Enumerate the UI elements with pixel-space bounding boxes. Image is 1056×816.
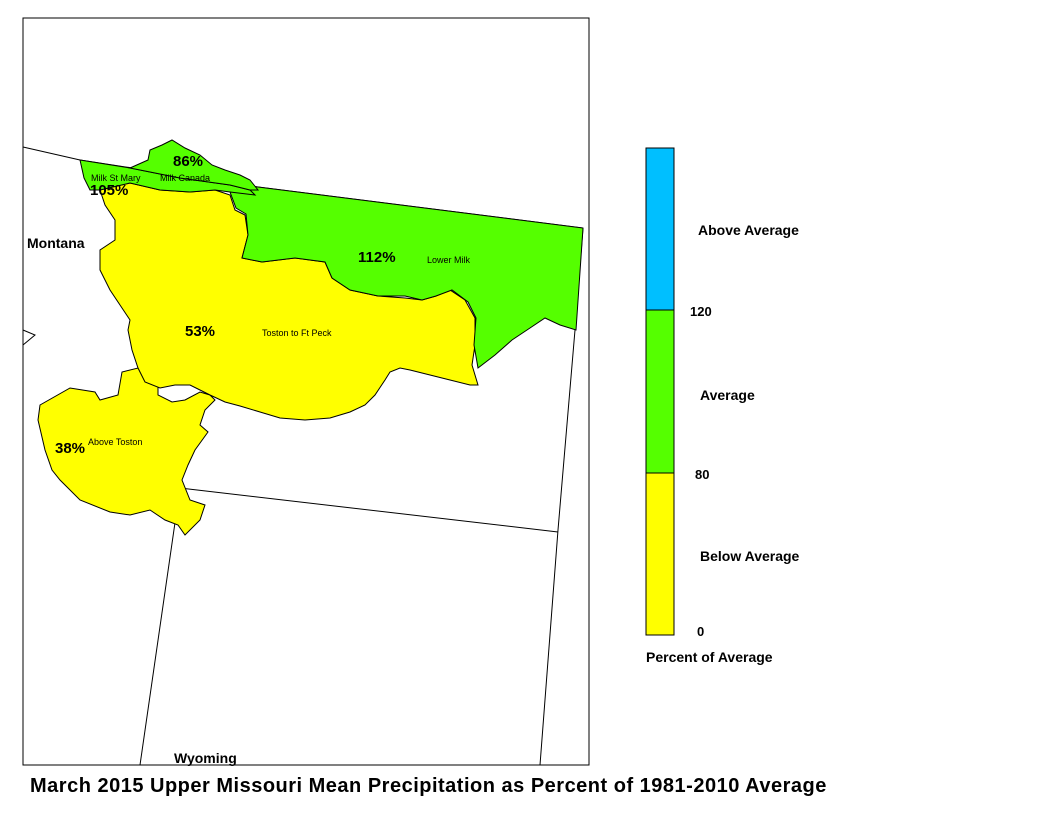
name-above-toston: Above Toston — [88, 437, 142, 447]
pct-milk-st-mary: 105% — [90, 182, 128, 199]
legend-swatch-average — [645, 309, 675, 474]
name-milk-st-mary: Milk St Mary — [91, 173, 141, 183]
basin-milk-canada[interactable] — [128, 139, 260, 191]
legend-tick-0: 0 — [697, 624, 704, 639]
pct-above-toston: 38% — [55, 440, 85, 457]
legend-label-average: Average — [700, 387, 755, 403]
legend-label-above: Above Average — [698, 222, 799, 238]
legend-tick-80: 80 — [695, 467, 709, 482]
legend-tick-120: 120 — [690, 304, 712, 319]
legend-swatch-below — [645, 472, 675, 636]
legend-label-below: Below Average — [700, 548, 800, 564]
name-toston-ft-peck: Toston to Ft Peck — [262, 328, 332, 338]
name-milk-canada: Milk Canada — [160, 173, 210, 183]
basin-lower-milk[interactable] — [229, 185, 584, 369]
map-title: March 2015 Upper Missouri Mean Precipita… — [30, 775, 827, 797]
legend-swatch-above — [645, 147, 675, 311]
legend-colorbar — [645, 147, 675, 636]
legend-caption: Percent of Average — [646, 649, 773, 665]
pct-toston-ft-peck: 53% — [185, 323, 215, 340]
state-label-montana: Montana — [27, 235, 85, 251]
name-lower-milk: Lower Milk — [427, 255, 471, 265]
basin-above-toston[interactable] — [37, 367, 216, 536]
pct-milk-canada: 86% — [173, 153, 203, 170]
pct-lower-milk: 112% — [358, 249, 396, 266]
state-label-wyoming: Wyoming — [174, 750, 237, 766]
